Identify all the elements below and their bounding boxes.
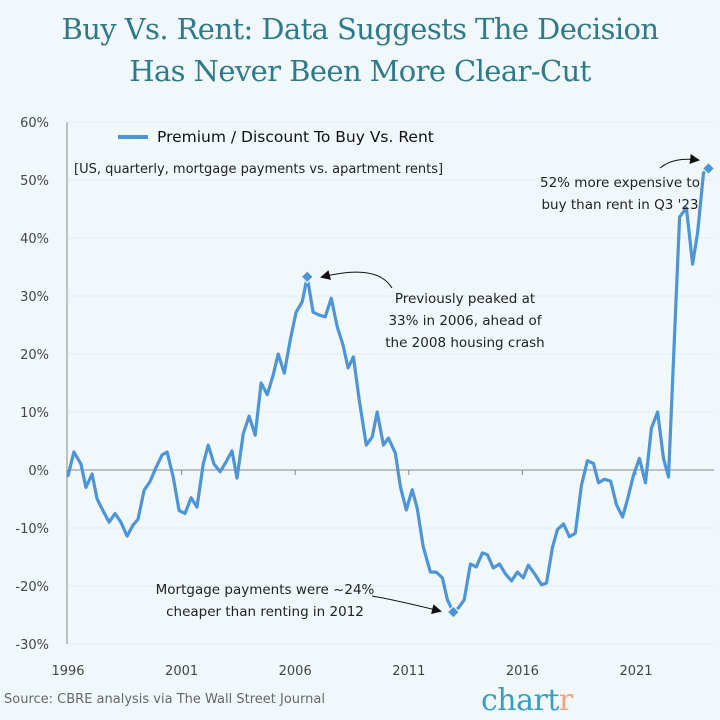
source-note: Source: CBRE analysis via The Wall Stree… — [4, 692, 325, 707]
y-tick-label: 40% — [20, 232, 49, 247]
chartr-logo: chartr — [481, 686, 573, 716]
title-line-1: Buy Vs. Rent: Data Suggests The Decision — [61, 12, 660, 46]
annotation-end-line-1: 52% more expensive to — [540, 175, 700, 191]
annotation-end-line-2: buy than rent in Q3 '23 — [541, 197, 698, 213]
title-line-2: Has Never Been More Clear-Cut — [129, 54, 591, 88]
annotation-peak-line-3: the 2008 housing crash — [385, 335, 545, 351]
y-tick-label: -30% — [15, 638, 49, 653]
y-tick-label: 20% — [20, 348, 49, 363]
legend: Premium / Discount To Buy Vs. Rent [US, … — [74, 128, 443, 177]
annotation-low-line-1: Mortgage payments were ~24% — [156, 582, 375, 598]
x-tick-label: 2011 — [392, 664, 425, 679]
y-tick-label: -10% — [15, 522, 49, 537]
annotation-arrow-end — [659, 154, 700, 169]
chart-title: Buy Vs. Rent: Data Suggests The Decision… — [0, 8, 720, 92]
legend-label: Premium / Discount To Buy Vs. Rent — [157, 128, 434, 146]
highlight-diamond-marker — [300, 270, 315, 284]
highlight-diamond-marker — [446, 605, 461, 619]
y-tick-label: 30% — [20, 290, 49, 305]
y-tick-label: 10% — [20, 406, 49, 421]
x-tick-label: 1996 — [51, 664, 84, 679]
y-tick-label: 60% — [20, 116, 49, 131]
series-line — [66, 166, 711, 614]
y-tick-label: 0% — [28, 464, 49, 479]
annotation-peak-line-2: 33% in 2006, ahead of — [388, 313, 542, 329]
annotation-peak-line-1: Previously peaked at — [395, 291, 535, 307]
annotation-arrow-peak — [320, 270, 393, 289]
x-tick-label: 2001 — [165, 664, 198, 679]
x-tick-label: 2021 — [619, 664, 652, 679]
highlight-diamond-marker — [701, 161, 716, 176]
annotation-arrow-low — [371, 595, 442, 614]
y-tick-label: 50% — [20, 174, 49, 189]
annotation-low-line-2: cheaper than renting in 2012 — [166, 604, 364, 620]
chart-subtitle: [US, quarterly, mortgage payments vs. ap… — [74, 162, 443, 177]
x-tick-label: 2006 — [279, 664, 312, 679]
y-tick-label: -20% — [15, 580, 49, 595]
logo-main-text: chart — [481, 683, 559, 718]
x-tick-label: 2016 — [506, 664, 539, 679]
logo-accent-text: r — [558, 683, 573, 718]
